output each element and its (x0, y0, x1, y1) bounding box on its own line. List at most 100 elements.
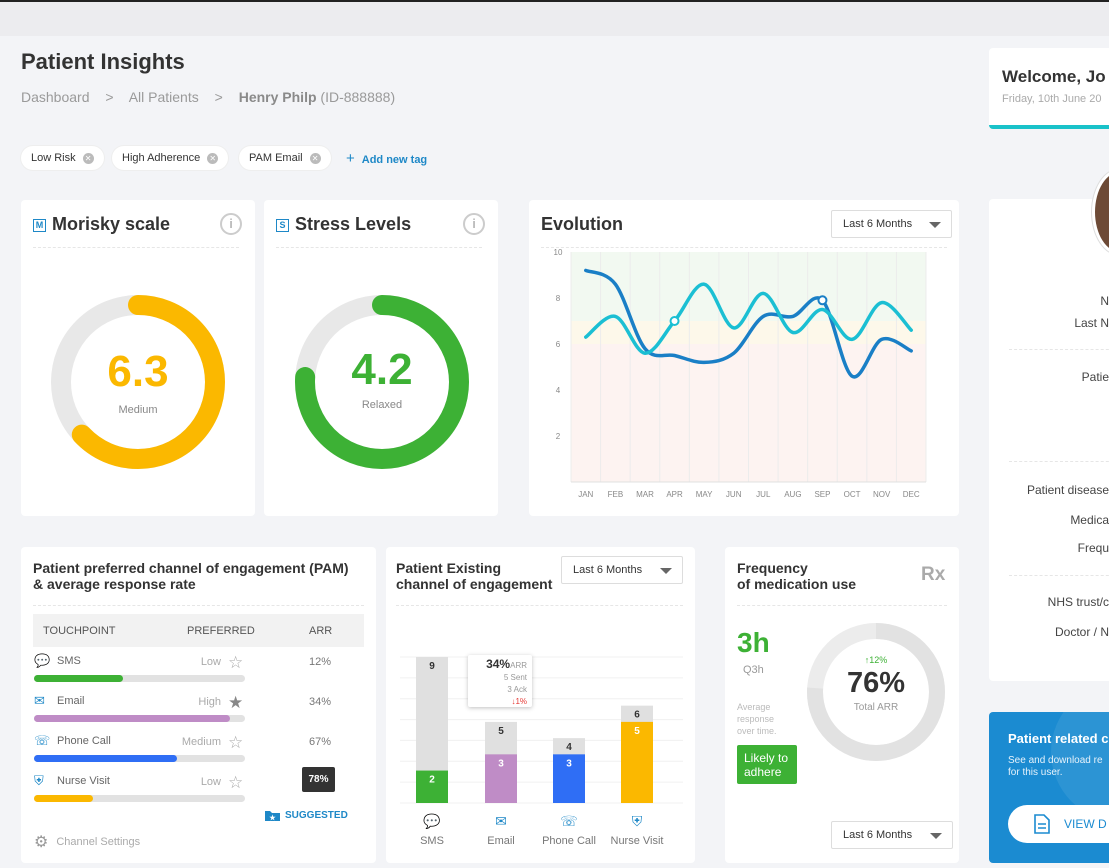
stress-title: Stress Levels (295, 214, 412, 234)
channel-settings-link[interactable]: ⚙ Channel Settings (34, 832, 140, 852)
engagement-bar-fill (34, 675, 123, 682)
view-documents-button[interactable]: VIEW D (1008, 805, 1109, 843)
tag-low-risk[interactable]: Low Risk ✕ (21, 146, 104, 170)
welcome-date: Friday, 10th June 20 (1002, 93, 1102, 105)
touchpoint-label: Nurse Visit (57, 775, 110, 787)
engagement-bar-track (34, 795, 245, 802)
gear-icon: ⚙ (34, 834, 49, 851)
suggested-badge: ★ SUGGESTED (265, 809, 348, 821)
pam-title-line1: Patient preferred channel of engagement … (33, 560, 349, 576)
breadcrumb-patient-name: Henry Philp (238, 89, 317, 105)
y-tick-label: 4 (556, 386, 561, 395)
add-tag-label: Add new tag (361, 154, 428, 166)
col-preferred: PREFERRED (187, 625, 255, 637)
evolution-card: Evolution Last 6 Months 2 4 6 8 10 JAN FEB MAR A… (529, 200, 959, 516)
star-icon[interactable]: ☆ (228, 733, 244, 752)
breadcrumb-patient-id: (ID-888888) (320, 89, 396, 105)
avg-line: Average (737, 702, 771, 712)
close-icon[interactable]: ✕ (207, 152, 219, 164)
x-tick-label: OCT (844, 490, 861, 499)
breadcrumb-separator: > (214, 89, 223, 105)
folder-star-icon: ★ (265, 811, 280, 821)
divider (276, 247, 482, 248)
arr-value: 12% (309, 656, 332, 668)
chat-icon: 💬 (423, 813, 441, 829)
bar-total-label: 9 (429, 661, 435, 672)
stress-value: 4.2 (351, 345, 413, 394)
star-icon[interactable]: ☆ (228, 773, 244, 792)
arr-total-label: Total ARR (853, 702, 899, 713)
tag-label: High Adherence (122, 152, 201, 164)
series-point (584, 336, 587, 339)
close-icon[interactable]: ✕ (309, 152, 321, 164)
existing-title: Patient Existing channel of engagement (396, 560, 552, 592)
existing-title-line2: channel of engagement (396, 576, 553, 592)
plus-icon: + (346, 150, 355, 167)
nurse-icon: ⛨ (34, 773, 44, 788)
frequency-title: Frequency of medication use (737, 560, 856, 592)
down-arrow-icon: ↓ (511, 697, 516, 706)
star-icon[interactable]: ★ (228, 693, 244, 712)
bar-segment (621, 721, 653, 803)
frequency-period-dropdown[interactable]: Last 6 Months (831, 821, 953, 849)
series-point (851, 375, 854, 378)
mail-icon: ✉ (495, 813, 507, 829)
info-icon[interactable]: i (220, 213, 242, 235)
info-icon[interactable]: i (463, 213, 485, 235)
x-tick-label: JUN (726, 490, 742, 499)
channel-settings-label: Channel Settings (56, 836, 141, 848)
existing-period-dropdown[interactable]: Last 6 Months (561, 556, 683, 584)
series-point (910, 349, 913, 352)
x-tick-label: AUG (784, 490, 801, 499)
bar-segment-label: 5 (634, 726, 640, 737)
series-point (910, 329, 913, 332)
col-arr: ARR (309, 625, 333, 637)
frequency-title-line1: Frequency (737, 560, 808, 576)
tag-high-adherence[interactable]: High Adherence ✕ (112, 146, 229, 170)
view-documents-label: VIEW D (1064, 817, 1107, 831)
touchpoint-2: ☏ Phone Call (34, 733, 111, 749)
average-response-text: Average response over time. (737, 701, 777, 737)
divider (396, 605, 683, 606)
preferred-value: High (198, 696, 221, 708)
add-tag-button[interactable]: + Add new tag (346, 150, 427, 167)
evolution-period-dropdown[interactable]: Last 6 Months (831, 210, 952, 238)
morisky-label: Medium (118, 404, 158, 416)
tooltip-arr: ARR (510, 661, 527, 670)
bar-segment (416, 770, 448, 803)
series-point (703, 283, 706, 286)
star-icon[interactable]: ☆ (228, 653, 244, 672)
morisky-value: 6.3 (107, 347, 169, 396)
category-label: Phone Call (542, 835, 596, 847)
category-label: Email (487, 835, 515, 847)
category-label: SMS (420, 835, 444, 847)
welcome-card: Welcome, Jo Friday, 10th June 20 (989, 48, 1109, 129)
stress-title-wrap: S Stress Levels (276, 214, 411, 235)
breadcrumb: Dashboard > All Patients > Henry Philp (… (21, 89, 395, 105)
tag-label: PAM Email (249, 152, 303, 164)
breadcrumb-all-patients[interactable]: All Patients (128, 89, 199, 105)
series-point (703, 361, 706, 364)
tag-pam-email[interactable]: PAM Email ✕ (239, 146, 331, 170)
profile-field-label: Patie (1081, 370, 1109, 384)
nurse-icon: ⛨ (631, 813, 643, 829)
series-point (880, 338, 883, 341)
series-point (762, 315, 765, 318)
arr-delta-value: 12% (869, 655, 888, 665)
divider (1009, 349, 1109, 350)
bar-total-label: 5 (498, 726, 504, 737)
chevron-down-icon (660, 568, 672, 574)
close-icon[interactable]: ✕ (82, 152, 94, 164)
touchpoint-1: ✉ Email (34, 693, 85, 709)
x-tick-label: MAR (636, 490, 654, 499)
breadcrumb-dashboard[interactable]: Dashboard (21, 89, 90, 105)
likely-to-adhere-badge: Likely to adhere (737, 745, 797, 784)
breadcrumb-separator: > (105, 89, 114, 105)
gauge-arc (51, 295, 225, 469)
pam-title: Patient preferred channel of engagement … (33, 560, 349, 592)
related-desc-line: See and download re (1008, 755, 1103, 766)
series-point (584, 269, 587, 272)
patient-profile-card: N Last N Patie Patient disease Medica Frequ NH… (989, 169, 1109, 681)
related-desc: See and download re for this user. (1008, 755, 1103, 779)
morisky-icon: M (33, 219, 46, 232)
